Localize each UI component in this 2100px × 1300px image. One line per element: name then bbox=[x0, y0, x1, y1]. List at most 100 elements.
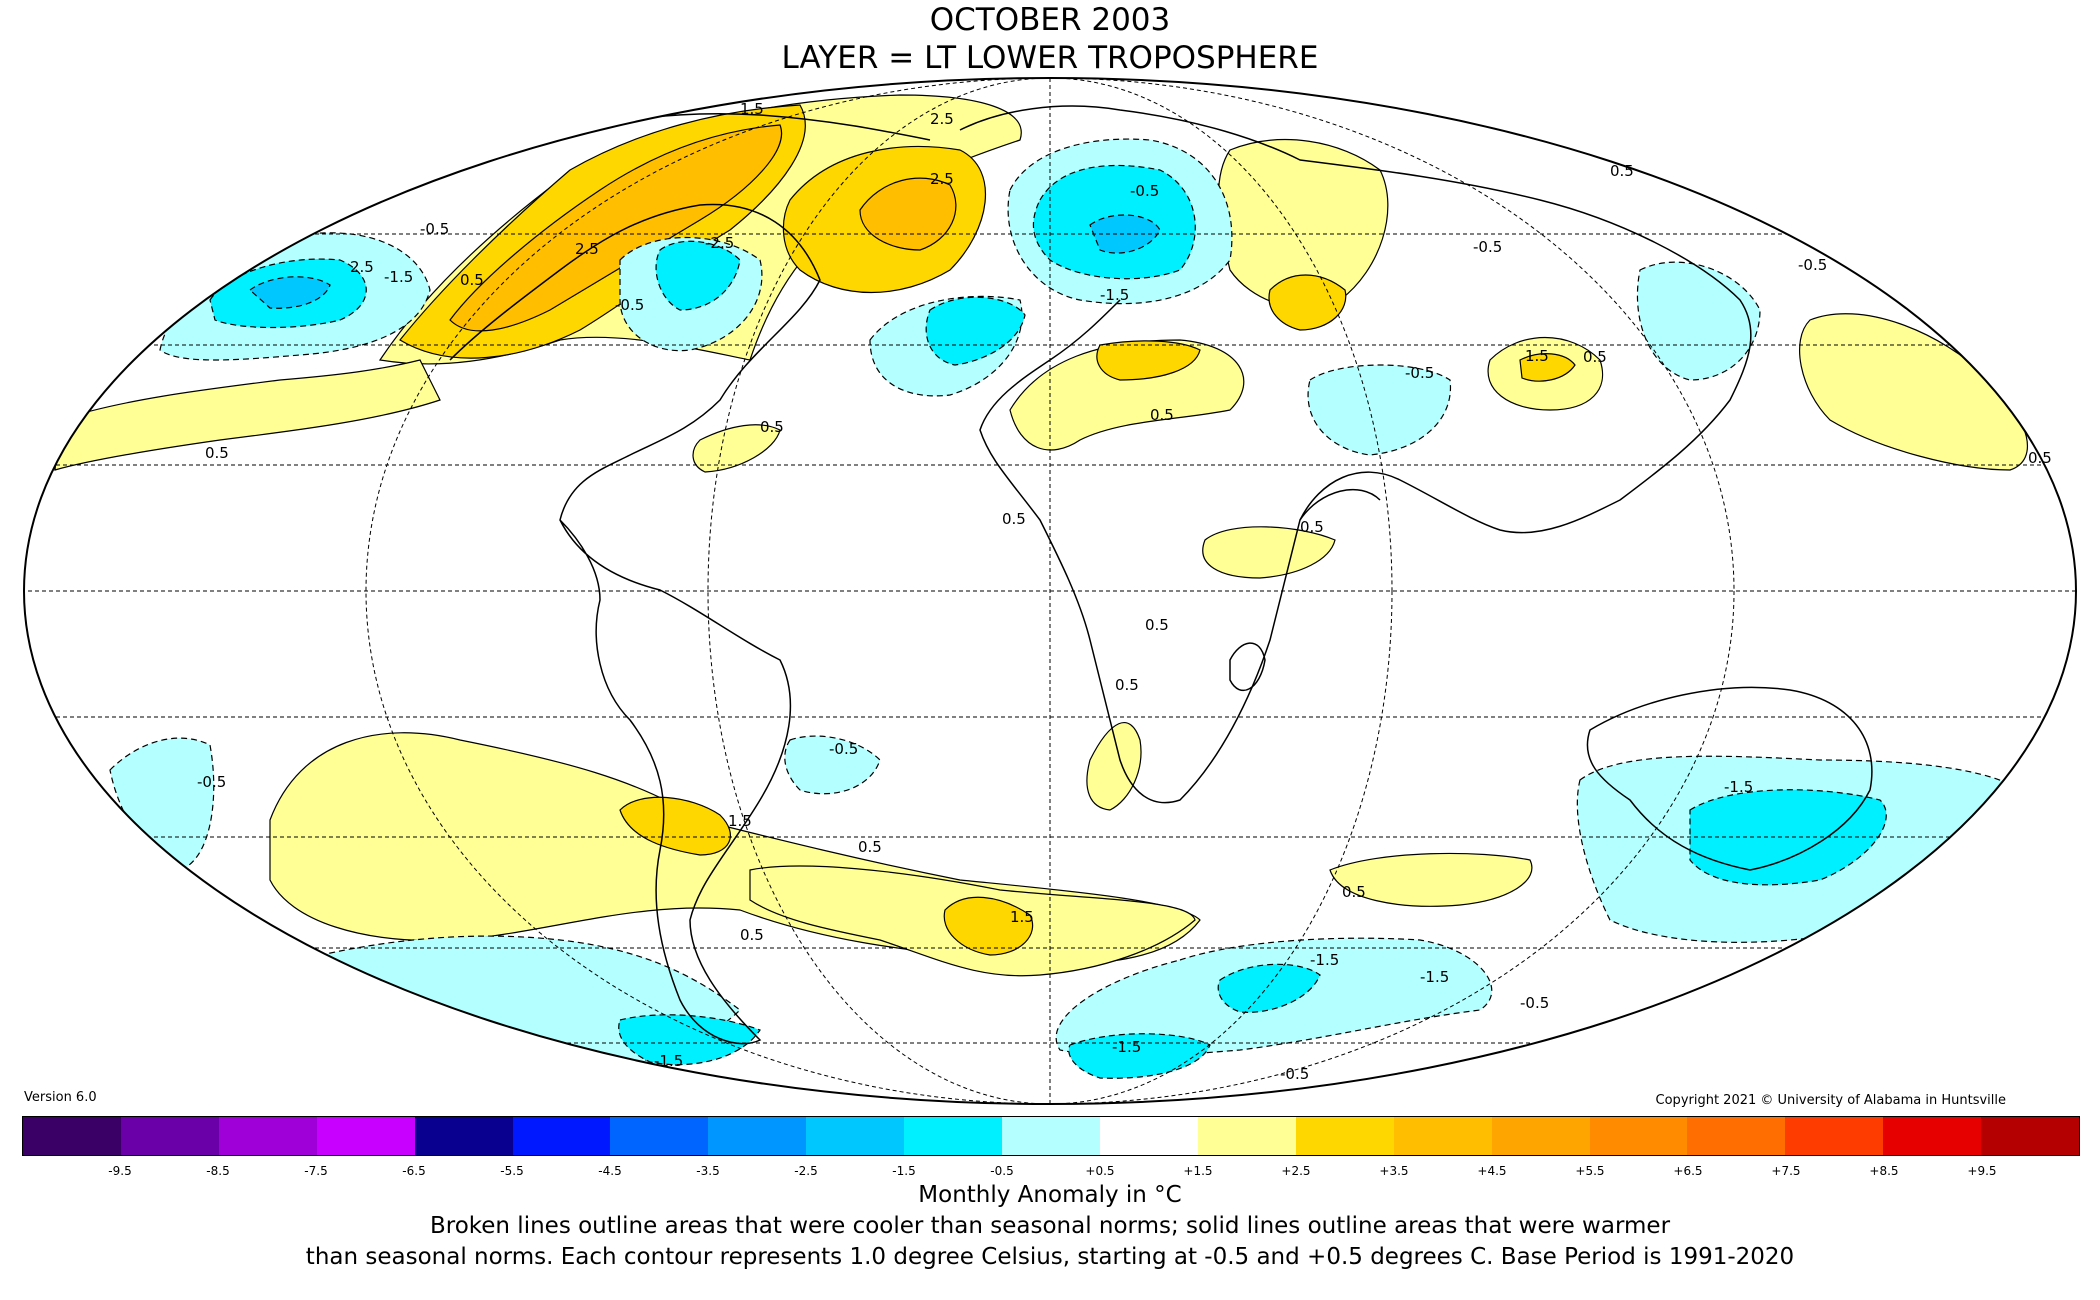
contour-label: 0.5 bbox=[1115, 676, 1139, 694]
color-scale-ticks: -9.5 -8.5 -7.5 -6.5 -5.5 -4.5 -3.5 -2.5 -1.5 -0.5… bbox=[22, 1164, 2080, 1182]
warm-region-atlantic-orange bbox=[859, 177, 957, 251]
explanation-line-1: Broken lines outline areas that were coo… bbox=[429, 1213, 1671, 1239]
contour-label: 0.5 bbox=[1610, 162, 1634, 180]
color-scale-unit-label: Monthly Anomaly in °C bbox=[918, 1182, 1182, 1208]
color-scale-cell bbox=[414, 1117, 513, 1155]
color-scale-cell bbox=[512, 1117, 611, 1155]
contour-label: -0.5 bbox=[1405, 364, 1434, 382]
cool-region-antarctic-core bbox=[1068, 1033, 1211, 1079]
color-scale-tick-label: -8.5 bbox=[206, 1164, 230, 1178]
copyright-label: Copyright 2021 © University of Alabama i… bbox=[1655, 1093, 2006, 1108]
contour-label: 2.5 bbox=[575, 240, 599, 258]
contour-label: 0.5 bbox=[1300, 518, 1324, 536]
color-scale-cell bbox=[1393, 1117, 1492, 1155]
map-title: OCTOBER 2003 bbox=[929, 2, 1171, 38]
contour-labels: 1.5 2.5 2.5 2.5 2.5 0.5 0.5 -0.5 -0.5 -1… bbox=[197, 100, 2052, 1083]
color-scale-tick-label: -9.5 bbox=[108, 1164, 132, 1178]
color-scale-cell bbox=[120, 1117, 219, 1155]
color-scale-tick-label: -3.5 bbox=[696, 1164, 720, 1178]
color-scale-cell bbox=[1197, 1117, 1296, 1155]
color-scale-cell bbox=[1883, 1117, 1982, 1155]
contour-label: 0.5 bbox=[2028, 449, 2052, 467]
contour-label: 0.5 bbox=[858, 838, 882, 856]
contour-label: -1.5 bbox=[1420, 968, 1449, 986]
color-scale-tick-label: -1.5 bbox=[892, 1164, 916, 1178]
color-scale-cell bbox=[1491, 1117, 1590, 1155]
color-scale-cell bbox=[1099, 1117, 1198, 1155]
contour-label: 1.5 bbox=[1010, 908, 1034, 926]
warm-region-sahara-gold bbox=[1096, 340, 1201, 381]
contour-label: 1.5 bbox=[728, 812, 752, 830]
color-scale-tick-label: -2.5 bbox=[794, 1164, 818, 1178]
color-scale-cell bbox=[1589, 1117, 1688, 1155]
contour-label: 2.5 bbox=[930, 110, 954, 128]
color-scale-tick-label: +1.5 bbox=[1183, 1164, 1213, 1178]
map-boundary bbox=[23, 77, 2077, 1105]
color-scale-tick-label: +7.5 bbox=[1771, 1164, 1801, 1178]
contour-label: -0.5 bbox=[615, 296, 644, 314]
graticule bbox=[24, 78, 2076, 1104]
contour-label: 1.5 bbox=[740, 100, 764, 118]
contour-label: -0.5 bbox=[197, 773, 226, 791]
color-scale-tick-label: +3.5 bbox=[1379, 1164, 1409, 1178]
contour-label: 0.5 bbox=[1150, 406, 1174, 424]
contour-label: -0.5 bbox=[829, 740, 858, 758]
warm-region-east-pacific bbox=[1799, 313, 2028, 471]
color-scale-cell bbox=[1002, 1117, 1100, 1155]
color-scale-cell bbox=[316, 1117, 415, 1155]
color-scale-cell bbox=[610, 1117, 709, 1155]
contour-label: -0.5 bbox=[1798, 256, 1827, 274]
color-scale-cell bbox=[23, 1117, 121, 1155]
contour-label: -0.5 bbox=[1473, 238, 1502, 256]
color-scale-tick-label: +8.5 bbox=[1869, 1164, 1899, 1178]
color-scale-tick-label: -7.5 bbox=[304, 1164, 328, 1178]
warm-region-pacific-gold bbox=[943, 896, 1034, 956]
contour-label: -1.5 bbox=[384, 268, 413, 286]
contour-label: -1.5 bbox=[1112, 1038, 1141, 1056]
color-scale-cell bbox=[1785, 1117, 1884, 1155]
color-scale-cell bbox=[806, 1117, 905, 1155]
color-scale-tick-label: +2.5 bbox=[1281, 1164, 1311, 1178]
color-scale-tick-label: +5.5 bbox=[1575, 1164, 1605, 1178]
contour-label: -0.5 bbox=[1130, 182, 1159, 200]
cool-region-europe-deep bbox=[1089, 214, 1161, 254]
warm-region-southern-africa bbox=[1086, 721, 1142, 811]
color-scale-tick-label: +6.5 bbox=[1673, 1164, 1703, 1178]
warm-region-pacific-north bbox=[54, 359, 441, 471]
cool-region-north-atlantic-core bbox=[925, 296, 1026, 366]
contour-label: -1.5 bbox=[1724, 778, 1753, 796]
cool-region-antarctic-core-2 bbox=[618, 1014, 761, 1066]
color-scale-tick-label: -0.5 bbox=[990, 1164, 1014, 1178]
contour-label: 2.5 bbox=[930, 170, 954, 188]
contour-label: 0.5 bbox=[1342, 883, 1366, 901]
contour-label: 1.5 bbox=[1525, 347, 1549, 365]
color-scale-cell bbox=[1295, 1117, 1394, 1155]
cool-region-north-pacific-deep bbox=[249, 276, 331, 309]
contour-label: -1.5 bbox=[1310, 951, 1339, 969]
warm-region-turkey-gold bbox=[1268, 274, 1347, 331]
cool-region-middle-east bbox=[1307, 364, 1452, 456]
warm-region-indian-ocean bbox=[1329, 852, 1533, 907]
color-scale-cell bbox=[1687, 1117, 1786, 1155]
cool-region-southern-ocean-core bbox=[1217, 963, 1321, 1013]
color-scale-tick-label: +9.5 bbox=[1967, 1164, 1997, 1178]
cool-region-east-canada-core bbox=[655, 240, 741, 311]
warm-region-canada-orange bbox=[449, 124, 783, 332]
color-scale-cell bbox=[708, 1117, 807, 1155]
contour-label: -0.5 bbox=[1520, 994, 1549, 1012]
warm-region-china-gold bbox=[1519, 353, 1576, 382]
contour-label: 0.5 bbox=[460, 271, 484, 289]
color-scale-tick-label: -5.5 bbox=[500, 1164, 524, 1178]
version-label: Version 6.0 bbox=[24, 1090, 97, 1105]
color-scale-cell bbox=[1981, 1117, 2080, 1155]
anomaly-fields bbox=[24, 78, 2076, 1104]
explanation-line-2: than seasonal norms. Each contour repres… bbox=[305, 1244, 1795, 1270]
color-scale-tick-label: -4.5 bbox=[598, 1164, 622, 1178]
color-scale-tick-label: +4.5 bbox=[1477, 1164, 1507, 1178]
contour-label: -1.5 bbox=[654, 1052, 683, 1070]
cool-region-south-atlantic bbox=[784, 735, 881, 795]
contour-label: -0.5 bbox=[1280, 1065, 1309, 1083]
color-scale-tick-label: -6.5 bbox=[402, 1164, 426, 1178]
contour-label: 0.5 bbox=[760, 418, 784, 436]
contour-label: 2.5 bbox=[350, 258, 374, 276]
